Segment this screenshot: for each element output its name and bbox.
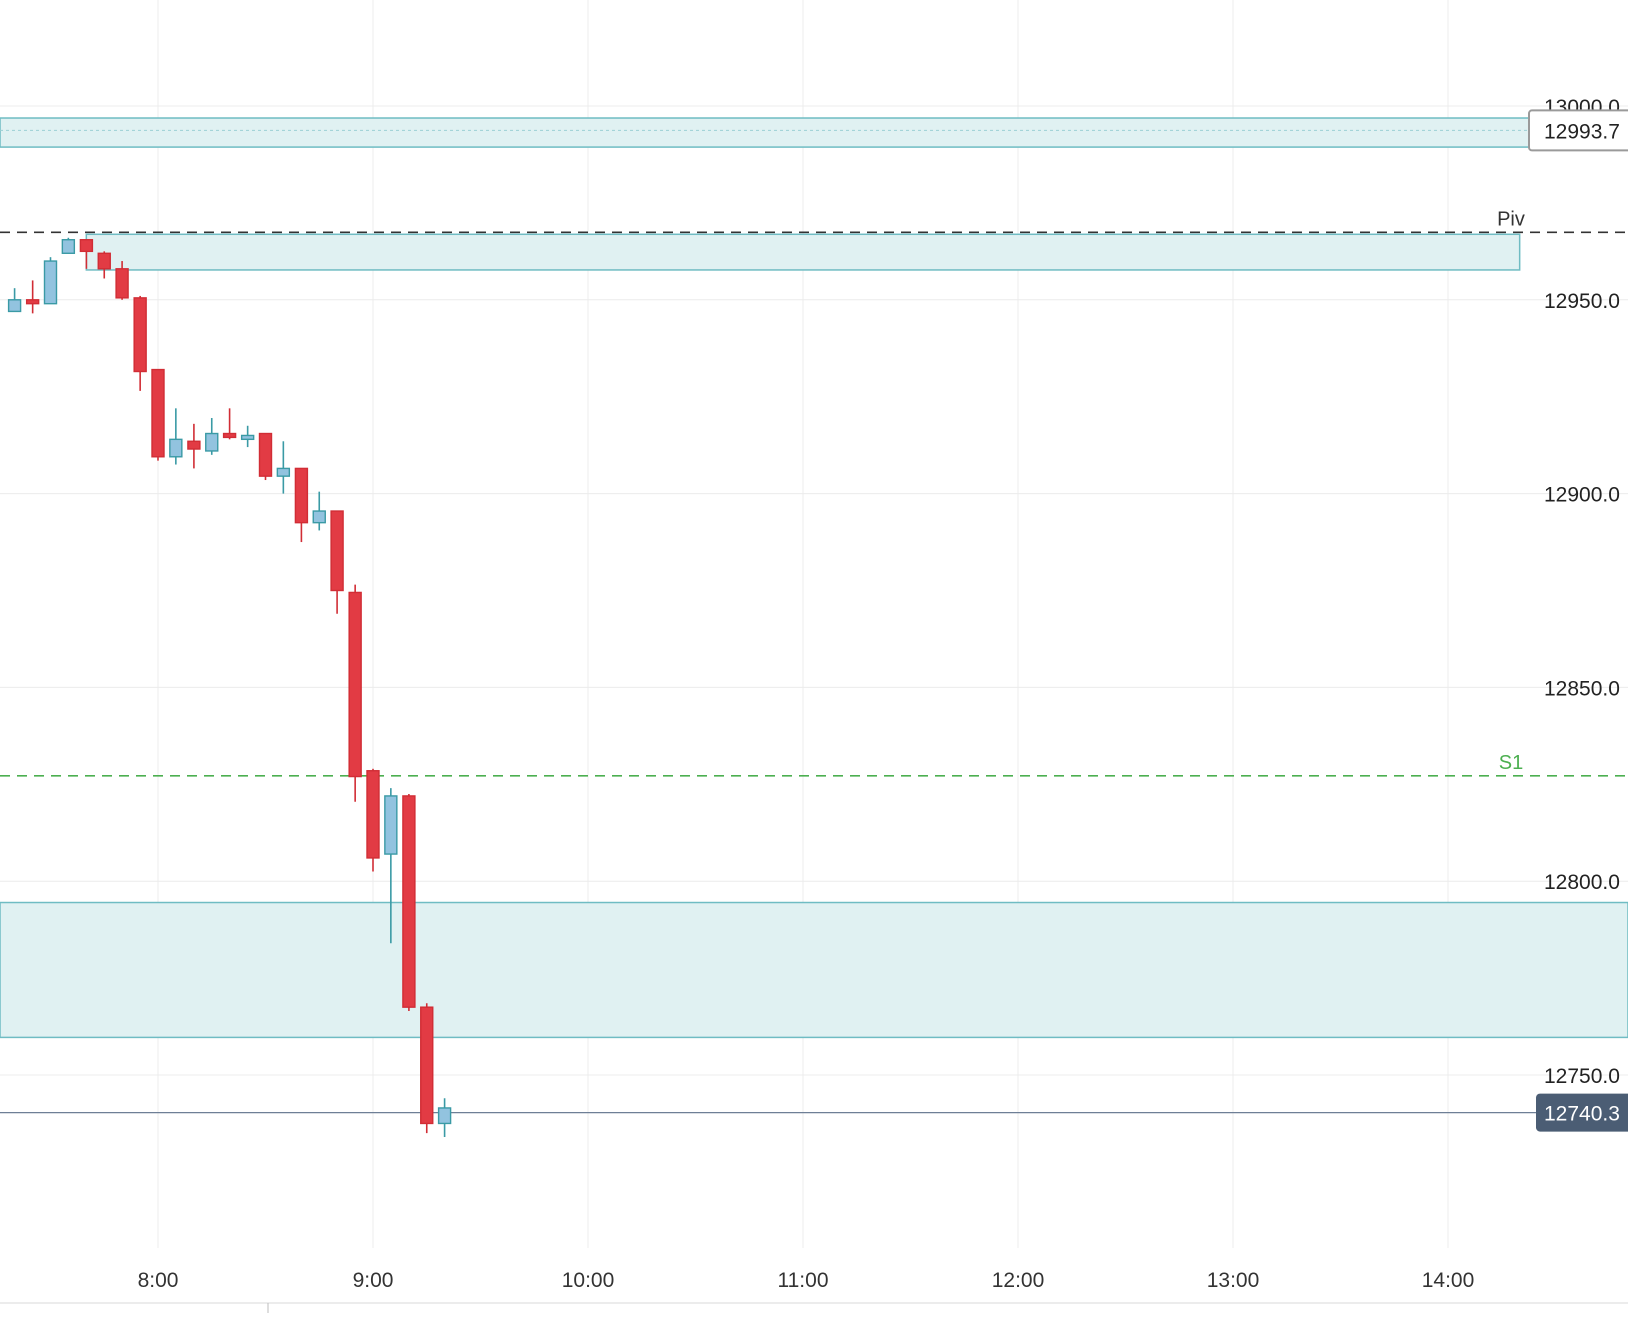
- candle-body: [133, 297, 147, 373]
- candle-up[interactable]: [276, 441, 291, 494]
- candle-down[interactable]: [187, 423, 201, 469]
- level-label-piv: Piv: [1497, 208, 1525, 230]
- x-tick-label: 13:00: [1207, 1269, 1260, 1292]
- candle-body: [366, 770, 380, 859]
- candle-body: [61, 239, 76, 254]
- zone-price-label-box: [1528, 109, 1628, 152]
- candle-down[interactable]: [330, 510, 344, 614]
- y-tick-label: 12750.0: [1544, 1065, 1620, 1088]
- candle-body: [187, 440, 201, 450]
- candle-up[interactable]: [43, 257, 58, 305]
- candle-body: [384, 795, 398, 855]
- candle-down[interactable]: [366, 768, 380, 872]
- candle-body: [437, 1107, 452, 1125]
- y-tick-label: 12850.0: [1544, 677, 1620, 700]
- candle-down[interactable]: [222, 408, 237, 440]
- axes: 13000.012950.012900.012850.012800.012750…: [0, 96, 1628, 1313]
- candle-body: [169, 438, 183, 458]
- zone-price-label: 12993.7: [1544, 120, 1620, 143]
- candle-down[interactable]: [79, 239, 94, 269]
- candle-down[interactable]: [294, 467, 309, 543]
- candle-down[interactable]: [348, 584, 362, 802]
- x-tick-label: 10:00: [562, 1269, 615, 1292]
- candle-down[interactable]: [258, 432, 273, 481]
- x-tick-label: 12:00: [992, 1269, 1045, 1292]
- candle-down[interactable]: [25, 280, 40, 314]
- candle-body: [420, 1006, 434, 1125]
- candle-down[interactable]: [151, 368, 165, 461]
- candle-body: [330, 510, 344, 592]
- candle-up[interactable]: [384, 788, 398, 944]
- mid-zone[interactable]: [85, 233, 1521, 271]
- candle-up[interactable]: [205, 418, 219, 455]
- candle-body: [276, 467, 291, 477]
- candle-body: [25, 299, 40, 305]
- candle-down[interactable]: [97, 251, 111, 279]
- candle-body: [312, 510, 326, 524]
- zones: [0, 117, 1628, 1039]
- candle-body: [97, 252, 111, 270]
- price-labels: 12993.7 12740.3: [1528, 109, 1628, 1132]
- x-tick-label: 14:00: [1422, 1269, 1475, 1292]
- current-price-label: 12740.3: [1544, 1103, 1620, 1126]
- candle-up[interactable]: [312, 491, 326, 531]
- y-tick-label: 12950.0: [1544, 290, 1620, 313]
- candle-up[interactable]: [437, 1098, 452, 1138]
- candle-down[interactable]: [133, 295, 147, 391]
- candle-up[interactable]: [240, 425, 255, 448]
- x-tick-label: 8:00: [138, 1269, 179, 1292]
- candle-body: [294, 467, 309, 524]
- candle-body: [258, 432, 273, 477]
- lower-demand-zone[interactable]: [0, 901, 1628, 1039]
- candle-body: [115, 268, 129, 299]
- level-label-s1: S1: [1499, 752, 1523, 774]
- candle-body: [222, 432, 237, 439]
- candle-down[interactable]: [115, 261, 129, 300]
- candle-up[interactable]: [61, 237, 76, 254]
- candle-body: [79, 239, 94, 253]
- x-tick-label: 11:00: [778, 1269, 829, 1292]
- x-tick-label: 9:00: [353, 1269, 394, 1292]
- candle-body: [348, 591, 362, 778]
- candle-body: [151, 368, 165, 458]
- candle-body: [402, 795, 416, 1008]
- candle-up[interactable]: [169, 408, 183, 465]
- upper-supply-zone[interactable]: [0, 117, 1628, 148]
- y-tick-label: 12800.0: [1544, 871, 1620, 894]
- candle-body: [7, 299, 22, 313]
- candle-body: [43, 260, 58, 305]
- candle-down[interactable]: [420, 1003, 434, 1134]
- levels: Piv S1: [0, 208, 1628, 1114]
- candles[interactable]: [0, 237, 452, 1138]
- grid: [0, 0, 1628, 1248]
- current-price-label-box: [1536, 1093, 1628, 1132]
- candle-body: [205, 432, 219, 452]
- candle-body: [240, 434, 255, 441]
- candle-down[interactable]: [402, 793, 416, 1012]
- y-tick-label: 12900.0: [1544, 484, 1620, 507]
- candle-up[interactable]: [7, 288, 22, 313]
